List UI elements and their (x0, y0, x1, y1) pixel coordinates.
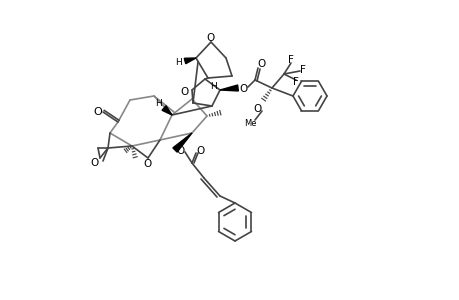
Text: O: O (239, 84, 247, 94)
Text: O: O (91, 158, 99, 168)
Text: O: O (253, 104, 262, 114)
Text: O: O (144, 159, 152, 169)
Text: F: F (287, 55, 293, 65)
Text: O: O (180, 87, 189, 97)
Text: O: O (177, 146, 185, 156)
Polygon shape (184, 58, 196, 64)
Text: Me: Me (243, 119, 256, 128)
Polygon shape (162, 106, 172, 115)
Text: H: H (210, 82, 217, 91)
Text: O: O (196, 146, 205, 156)
Text: O: O (94, 107, 102, 117)
Text: H: H (155, 98, 162, 107)
Text: F: F (292, 77, 298, 87)
Text: F: F (299, 65, 305, 75)
Polygon shape (219, 85, 238, 91)
Text: H: H (175, 58, 182, 67)
Text: O: O (257, 59, 266, 69)
Polygon shape (173, 133, 191, 152)
Text: O: O (207, 33, 215, 43)
